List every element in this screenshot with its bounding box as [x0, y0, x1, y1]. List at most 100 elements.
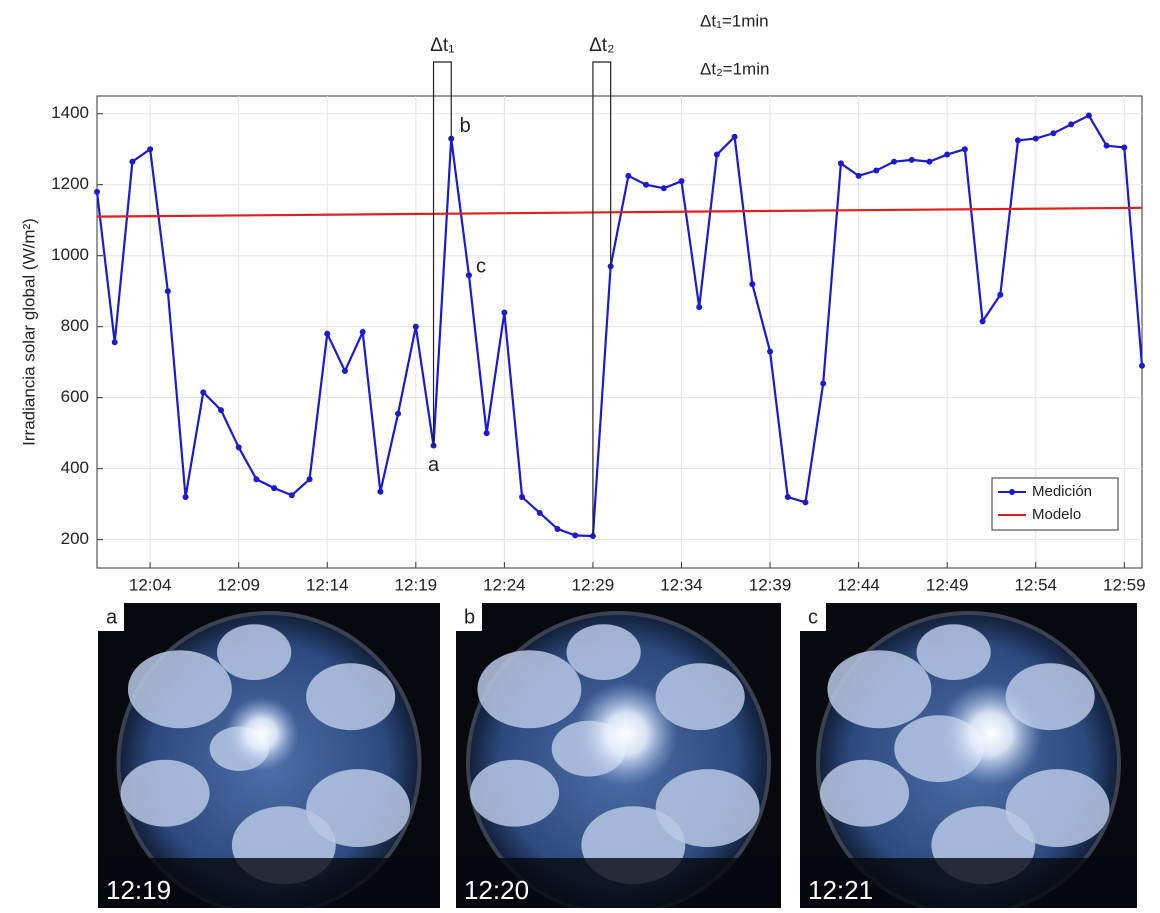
cloud: [127, 650, 232, 729]
sun-glow: [224, 696, 299, 771]
point: [1103, 142, 1110, 149]
legend-box: [991, 477, 1119, 531]
point: [660, 185, 667, 192]
x-tick-label: 12:44: [837, 575, 880, 594]
x-tick-label: 12:04: [129, 575, 172, 594]
point: [837, 160, 844, 167]
cloud: [306, 769, 411, 848]
point: [749, 281, 756, 288]
cloud: [655, 769, 760, 848]
point: [855, 172, 862, 179]
horizon-dark: [456, 858, 781, 908]
cloud: [655, 663, 745, 731]
series-line: [96, 206, 1143, 218]
point: [412, 323, 419, 330]
point: [147, 146, 154, 153]
point: [324, 330, 331, 337]
legend-label: Medición: [1032, 483, 1092, 500]
point: [182, 494, 189, 501]
point-label: a: [428, 454, 440, 476]
point: [288, 492, 295, 499]
cloud: [217, 624, 292, 680]
point: [306, 476, 313, 483]
interval-label: Δt₂: [589, 35, 614, 56]
point: [129, 158, 136, 165]
cloud: [916, 624, 991, 680]
y-tick-label: 400: [61, 458, 89, 477]
point: [253, 476, 260, 483]
point: [1032, 135, 1039, 142]
point: [802, 499, 809, 506]
point: [873, 167, 880, 174]
point: [1068, 121, 1075, 128]
point: [572, 532, 579, 539]
series-line: [95, 114, 1144, 538]
cloud: [827, 650, 932, 729]
point: [961, 146, 968, 153]
point: [217, 407, 224, 414]
cloud: [306, 663, 396, 731]
point: [767, 348, 774, 355]
x-tick-label: 12:59: [1103, 575, 1146, 594]
point-label: b: [460, 115, 471, 137]
photo-letter: a: [106, 606, 118, 628]
point: [926, 158, 933, 165]
point: [643, 181, 650, 188]
point: [359, 329, 366, 335]
point: [696, 304, 703, 311]
point: [554, 525, 561, 532]
point: [891, 158, 898, 165]
point: [200, 389, 207, 396]
cloud: [820, 759, 910, 827]
y-tick-label: 200: [61, 529, 89, 548]
note: Δt₁=1min: [700, 11, 769, 30]
x-tick-label: 12:14: [306, 575, 349, 594]
point: [465, 272, 472, 279]
point: [784, 494, 791, 501]
cloud: [566, 624, 641, 680]
point: [395, 410, 402, 417]
sky-photo: c 12:21: [800, 603, 1137, 913]
letter-box: [456, 603, 482, 631]
horizon-dark: [800, 858, 1137, 908]
point-label: c: [476, 255, 486, 277]
point: [536, 509, 543, 516]
legend-marker: [1009, 489, 1015, 495]
point: [1139, 362, 1145, 369]
point: [625, 172, 632, 179]
cloud: [1005, 769, 1110, 848]
point: [979, 318, 986, 325]
photo-letter: c: [808, 606, 818, 628]
point: [731, 133, 738, 140]
interval-bracket: [592, 61, 612, 537]
sky-photo: b 12:20: [456, 603, 781, 913]
point: [820, 380, 827, 387]
x-tick-label: 12:19: [395, 575, 438, 594]
x-tick-label: 12:49: [926, 575, 969, 594]
point: [1015, 137, 1022, 144]
point: [713, 151, 720, 158]
x-tick-label: 12:24: [483, 575, 526, 594]
y-tick-label: 1400: [51, 103, 89, 122]
sun-glow: [573, 681, 678, 786]
point: [501, 309, 508, 316]
point: [1085, 112, 1092, 119]
photo-time: 12:20: [464, 875, 529, 905]
plot-area: [96, 95, 1143, 569]
point: [908, 156, 915, 163]
point: [678, 178, 685, 185]
interval-label: Δt₁: [430, 35, 454, 56]
y-tick-label: 1200: [51, 174, 89, 193]
point: [94, 188, 100, 195]
x-tick-label: 12:09: [217, 575, 260, 594]
point: [164, 288, 171, 295]
point: [1050, 130, 1057, 137]
x-tick-label: 12:54: [1014, 575, 1057, 594]
interval-bracket: [432, 61, 452, 446]
y-axis-label: Irradiancia solar global (W/m²): [19, 218, 38, 446]
x-tick-label: 12:29: [572, 575, 615, 594]
y-tick-label: 800: [61, 316, 89, 335]
cloud: [470, 759, 560, 827]
legend-label: Modelo: [1032, 506, 1081, 523]
